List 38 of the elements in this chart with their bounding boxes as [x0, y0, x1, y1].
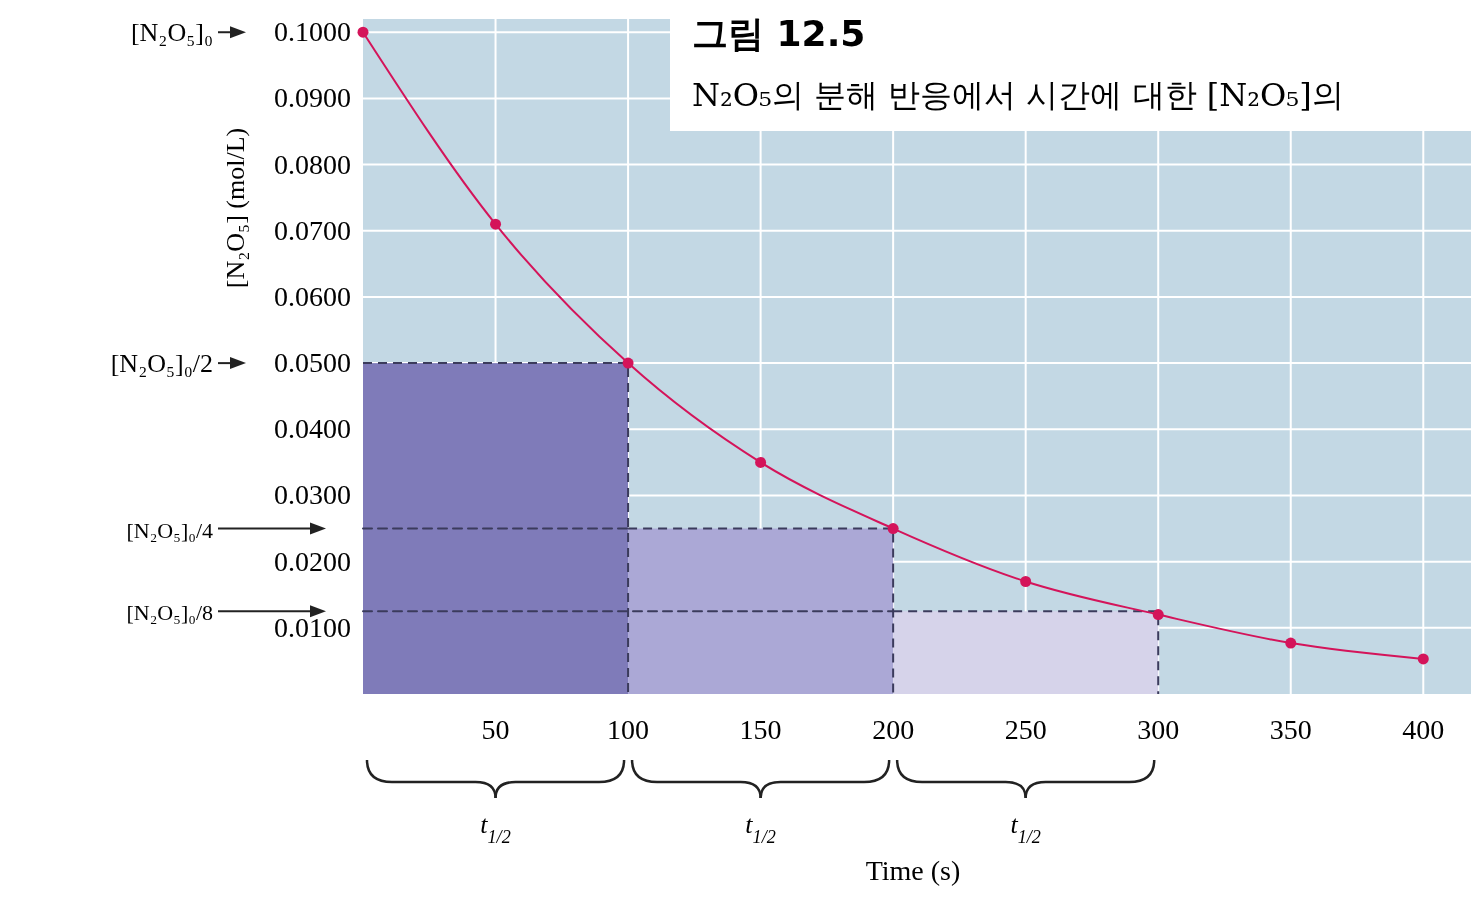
y-tick-label: 0.1000	[274, 16, 351, 48]
point	[1020, 576, 1032, 587]
text: t$_{1/2}$	[745, 810, 776, 847]
text: [N₂O₅]₀/8	[126, 600, 213, 626]
x-tick-label: 400	[1402, 714, 1445, 745]
point	[357, 26, 369, 38]
y-tick-label: 0.0800	[274, 148, 351, 180]
y-tick-label: 0.0600	[274, 280, 351, 312]
x-tick-label: 150	[739, 714, 782, 745]
point	[755, 456, 767, 468]
y-tick-label: 0.0100	[274, 611, 351, 643]
y-tick-label: 0.0200	[274, 545, 351, 577]
point	[887, 523, 899, 535]
x-tick-label: 50	[481, 714, 510, 745]
x-tick-label: 200	[872, 714, 915, 745]
x-tick-label: 250	[1004, 714, 1047, 745]
point	[490, 218, 502, 230]
x-tick-label: 350	[1269, 714, 1312, 745]
y-tick-label: 0.0900	[274, 82, 351, 114]
y-tick-label: 0.0500	[274, 347, 351, 379]
y-tick-label: 0.0700	[274, 214, 351, 246]
text: [N₂O₅]₀/2	[110, 349, 213, 379]
text: N₂O₅의 분해 반응에서 시간에 대한 [N₂O₅]의	[692, 76, 1344, 114]
x-tick-label: 100	[607, 714, 650, 745]
text: [N₂O₅]₀	[130, 18, 213, 48]
chart-title: 그림 12.5	[692, 13, 866, 54]
y-tick-label: 0.0400	[274, 413, 351, 445]
x-axis-title: Time (s)	[865, 855, 961, 886]
point	[1152, 609, 1164, 621]
text: [N₂O₅]₀/4	[126, 517, 213, 543]
text: t$_{1/2}$	[1010, 810, 1041, 847]
y-tick-label: 0.0300	[274, 479, 351, 511]
y-axis-title: [N₂O₅] (mol/L)	[221, 127, 250, 289]
point	[622, 357, 634, 369]
text: t$_{1/2}$	[480, 810, 511, 847]
point	[1285, 637, 1297, 649]
x-tick-label: 300	[1137, 714, 1180, 745]
point	[1417, 653, 1429, 665]
